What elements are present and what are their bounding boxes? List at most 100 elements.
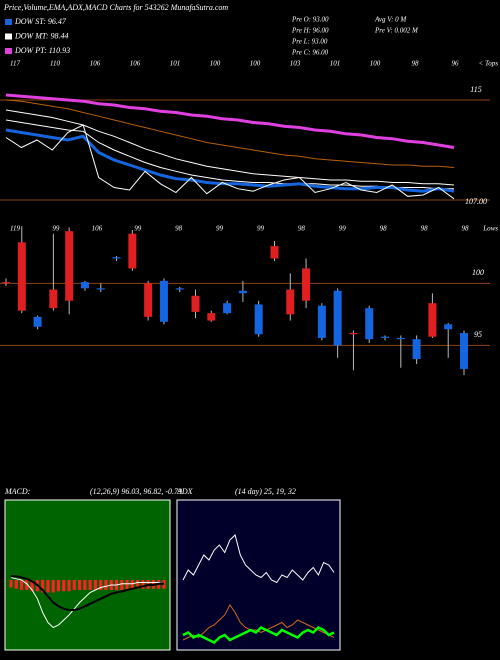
top-label: 117 xyxy=(10,60,20,68)
panel-subtitle: (14 day) 25, 19, 32 xyxy=(235,487,296,496)
histogram-bar xyxy=(88,580,92,590)
histogram-bar xyxy=(25,580,29,590)
legend-label: DOW PT: 110.93 xyxy=(14,46,70,55)
top-label: 101 xyxy=(170,60,181,68)
top-label: 96 xyxy=(452,60,460,68)
histogram-bar xyxy=(93,580,97,590)
top-label: 106 xyxy=(90,60,101,68)
candle-body xyxy=(96,288,105,290)
corner-label: < Tops xyxy=(479,60,499,68)
candle-body xyxy=(65,231,74,301)
legend-label: DOW MT: 98.44 xyxy=(14,31,69,40)
top-label: 106 xyxy=(130,60,141,68)
top-label: 98 xyxy=(380,225,388,233)
histogram-bar xyxy=(56,580,61,592)
top-label: 100 xyxy=(370,60,381,68)
series-line xyxy=(5,99,455,168)
panel-background xyxy=(4,499,171,651)
top-label: 98 xyxy=(175,225,183,233)
page-title: Price,Volume,EMA,ADX,MACD Charts for 543… xyxy=(3,3,228,12)
panel-subtitle: (12,26,9) 96.03, 96.82, -0.79 xyxy=(90,487,182,496)
histogram-bar xyxy=(67,580,71,592)
histogram-bar xyxy=(9,580,13,588)
histogram-bar xyxy=(46,580,50,593)
candle-body xyxy=(428,303,437,337)
series-line xyxy=(5,124,455,200)
candle-body xyxy=(460,332,468,369)
histogram-bar xyxy=(83,580,87,590)
candle-body xyxy=(80,282,89,289)
top-label: 98 xyxy=(462,225,470,233)
candle-body xyxy=(128,233,137,269)
candle-body xyxy=(238,290,247,294)
top-label: 99 xyxy=(216,225,224,233)
candle-body xyxy=(381,336,390,338)
histogram-bar xyxy=(99,580,103,590)
histogram-bar xyxy=(136,580,140,589)
candle-body xyxy=(17,242,26,311)
histogram-bar xyxy=(30,580,34,592)
series-line xyxy=(182,534,335,584)
legend-swatch xyxy=(5,48,12,54)
top-label: 99 xyxy=(134,225,142,233)
volume-stat: Avg V: 0 M xyxy=(374,16,407,24)
histogram-bar xyxy=(41,580,45,593)
y-tick-label: 100 xyxy=(472,268,484,277)
legend-swatch xyxy=(5,33,12,40)
series-line xyxy=(5,93,455,149)
candle-body xyxy=(302,268,311,301)
candle-body xyxy=(286,289,295,315)
candle-body xyxy=(175,288,184,290)
top-label: 98 xyxy=(298,225,306,233)
series-line xyxy=(10,577,165,629)
histogram-bar xyxy=(104,580,108,590)
histogram-bar xyxy=(130,580,134,589)
histogram-bar xyxy=(62,580,66,592)
histogram-bar xyxy=(78,580,82,590)
candle-body xyxy=(33,316,42,327)
candle-body xyxy=(49,289,58,309)
stat: Pre O: 93.00 xyxy=(291,16,329,24)
top-label: 99 xyxy=(52,225,60,233)
corner-label: Lows xyxy=(482,225,498,233)
histogram-bar xyxy=(72,580,76,590)
histogram-bar xyxy=(51,580,55,593)
candle-body xyxy=(223,303,232,314)
legend-label: DOW ST: 96.47 xyxy=(14,17,67,26)
top-label: 103 xyxy=(290,60,301,68)
candle-body xyxy=(112,257,121,259)
candle-body xyxy=(349,332,358,335)
histogram-bar xyxy=(125,580,129,590)
panel-title: MACD: xyxy=(4,487,31,496)
top-label: 99 xyxy=(257,225,265,233)
candle-body xyxy=(444,324,453,330)
legend-swatch xyxy=(5,19,12,25)
candle-body xyxy=(396,337,405,340)
y-tick-label: 95 xyxy=(474,330,482,339)
top-label: 101 xyxy=(330,60,341,68)
candle-body xyxy=(365,308,374,340)
candle-body xyxy=(317,305,326,338)
top-label: 110 xyxy=(50,60,60,68)
series-line xyxy=(182,625,335,645)
series-line xyxy=(11,575,164,611)
y-tick-label: 115 xyxy=(470,85,481,94)
top-label: 100 xyxy=(250,60,261,68)
candle-body xyxy=(254,304,263,335)
top-label: 119 xyxy=(10,225,20,233)
panel-title: ADX xyxy=(176,487,194,496)
top-label: 98 xyxy=(412,60,420,68)
candle-body xyxy=(270,246,279,259)
candle-body xyxy=(412,339,421,360)
candle-body xyxy=(2,282,10,284)
candle-body xyxy=(333,290,342,346)
series-line xyxy=(5,109,455,186)
series-line xyxy=(5,128,455,193)
volume-stat: Pre V: 0.002 M xyxy=(374,27,419,35)
panel-background xyxy=(176,499,341,651)
histogram-bar xyxy=(141,580,145,589)
y-tick-label: 107.00 xyxy=(465,197,487,206)
candle-body xyxy=(159,280,168,322)
histogram-bar xyxy=(14,580,18,589)
stat: Pre C: 96.00 xyxy=(291,49,329,57)
